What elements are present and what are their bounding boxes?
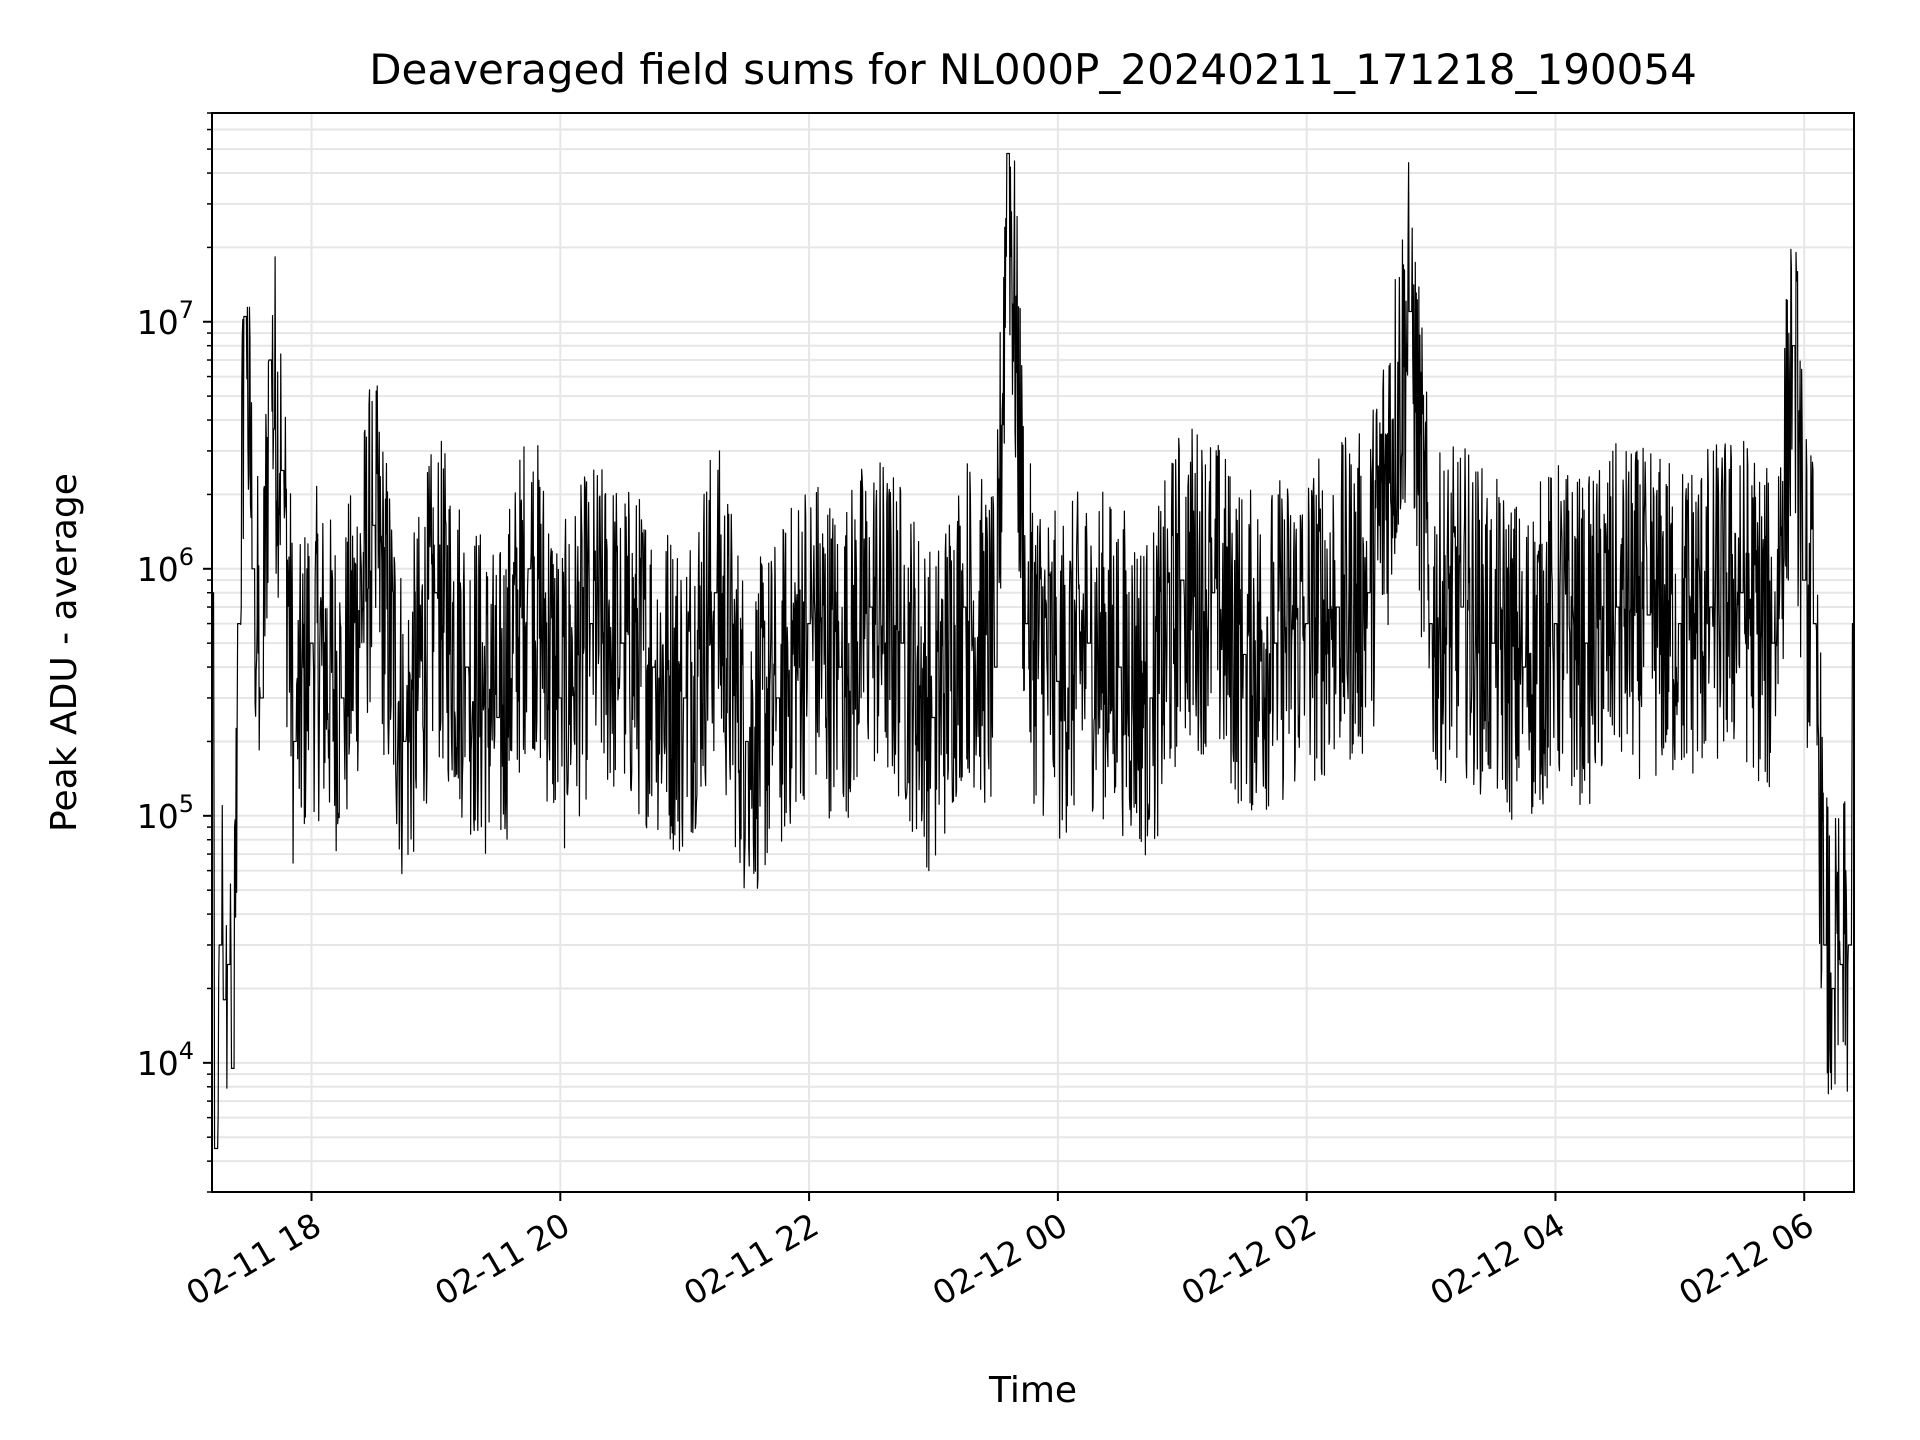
y-tick-base: 10 bbox=[137, 303, 179, 342]
plot-frame bbox=[211, 112, 1855, 1193]
y-tick-label: 104 bbox=[137, 1037, 194, 1083]
y-tick-label: 107 bbox=[137, 296, 194, 342]
y-tick-base: 10 bbox=[137, 1044, 179, 1083]
y-tick-exponent: 6 bbox=[179, 543, 194, 571]
x-axis-label: Time bbox=[988, 1370, 1077, 1411]
chart-title: Deaveraged field sums for NL000P_2024021… bbox=[369, 45, 1697, 94]
y-tick-label: 105 bbox=[137, 790, 194, 836]
y-tick-label: 106 bbox=[137, 543, 194, 589]
y-axis-label: Peak ADU - average bbox=[44, 473, 85, 832]
y-tick-base: 10 bbox=[137, 797, 179, 836]
y-tick-base: 10 bbox=[137, 550, 179, 589]
series-line-group bbox=[211, 152, 1855, 1150]
y-tick-exponent: 7 bbox=[179, 296, 194, 324]
y-tick-exponent: 4 bbox=[179, 1037, 194, 1065]
y-tick-exponent: 5 bbox=[179, 790, 194, 818]
series-line bbox=[211, 152, 1855, 1150]
